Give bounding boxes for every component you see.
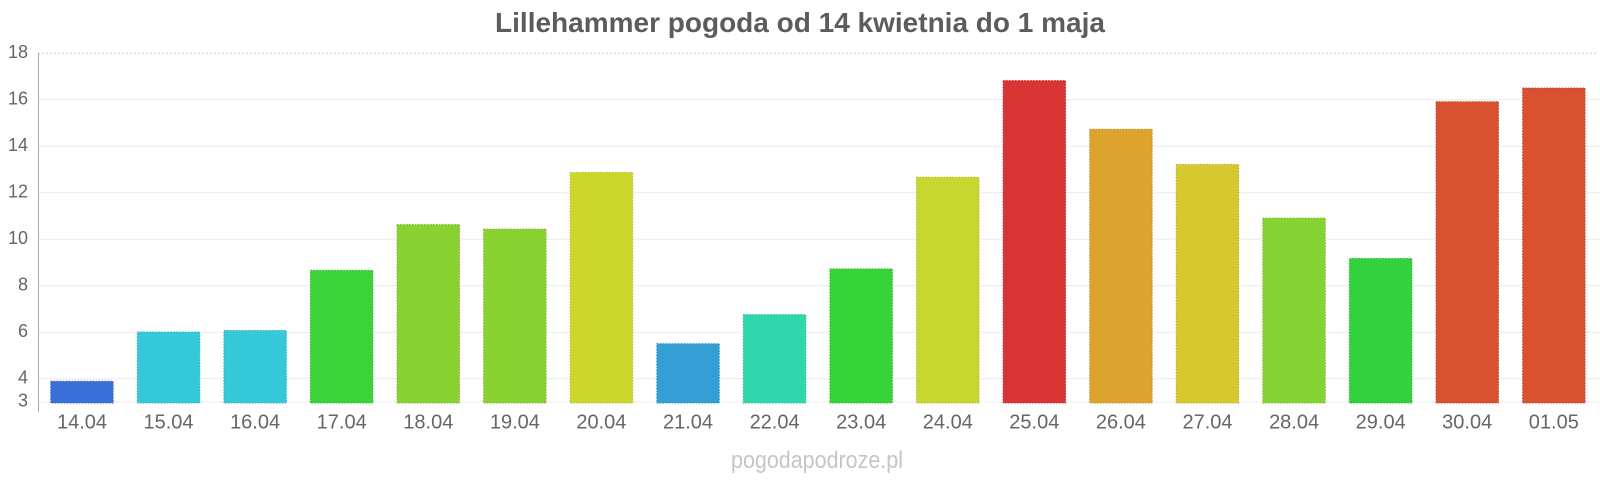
svg-text:29.04: 29.04 [1356,412,1406,434]
svg-text:17.04: 17.04 [317,412,367,434]
svg-text:25.04: 25.04 [1009,412,1059,434]
svg-text:Lillehammer pogoda od 14 kwiet: Lillehammer pogoda od 14 kwietnia do 1 m… [495,7,1105,38]
svg-text:4: 4 [18,367,28,387]
svg-text:28.04: 28.04 [1269,412,1319,434]
svg-text:3: 3 [18,390,28,410]
svg-text:6: 6 [18,321,28,341]
svg-text:30.04: 30.04 [1442,412,1492,434]
svg-text:21.04: 21.04 [663,412,713,434]
svg-text:15.04: 15.04 [143,412,193,434]
svg-text:19.04: 19.04 [490,412,540,434]
svg-text:27.04: 27.04 [1182,412,1232,434]
svg-text:14.04: 14.04 [57,412,107,434]
svg-text:24.04: 24.04 [923,412,973,434]
svg-text:12: 12 [8,182,28,202]
svg-text:16.04: 16.04 [230,412,280,434]
svg-text:8: 8 [18,274,28,294]
svg-text:18.04: 18.04 [403,412,453,434]
svg-text:14: 14 [8,135,28,155]
svg-text:16: 16 [8,89,28,109]
svg-text:01.05: 01.05 [1529,412,1579,434]
svg-text:pogodapodroze.pl: pogodapodroze.pl [731,447,903,474]
svg-text:18: 18 [8,42,28,62]
svg-text:20.04: 20.04 [576,412,626,434]
svg-text:10: 10 [8,228,28,248]
svg-text:26.04: 26.04 [1096,412,1146,434]
svg-text:23.04: 23.04 [836,412,886,434]
svg-text:22.04: 22.04 [750,412,800,434]
